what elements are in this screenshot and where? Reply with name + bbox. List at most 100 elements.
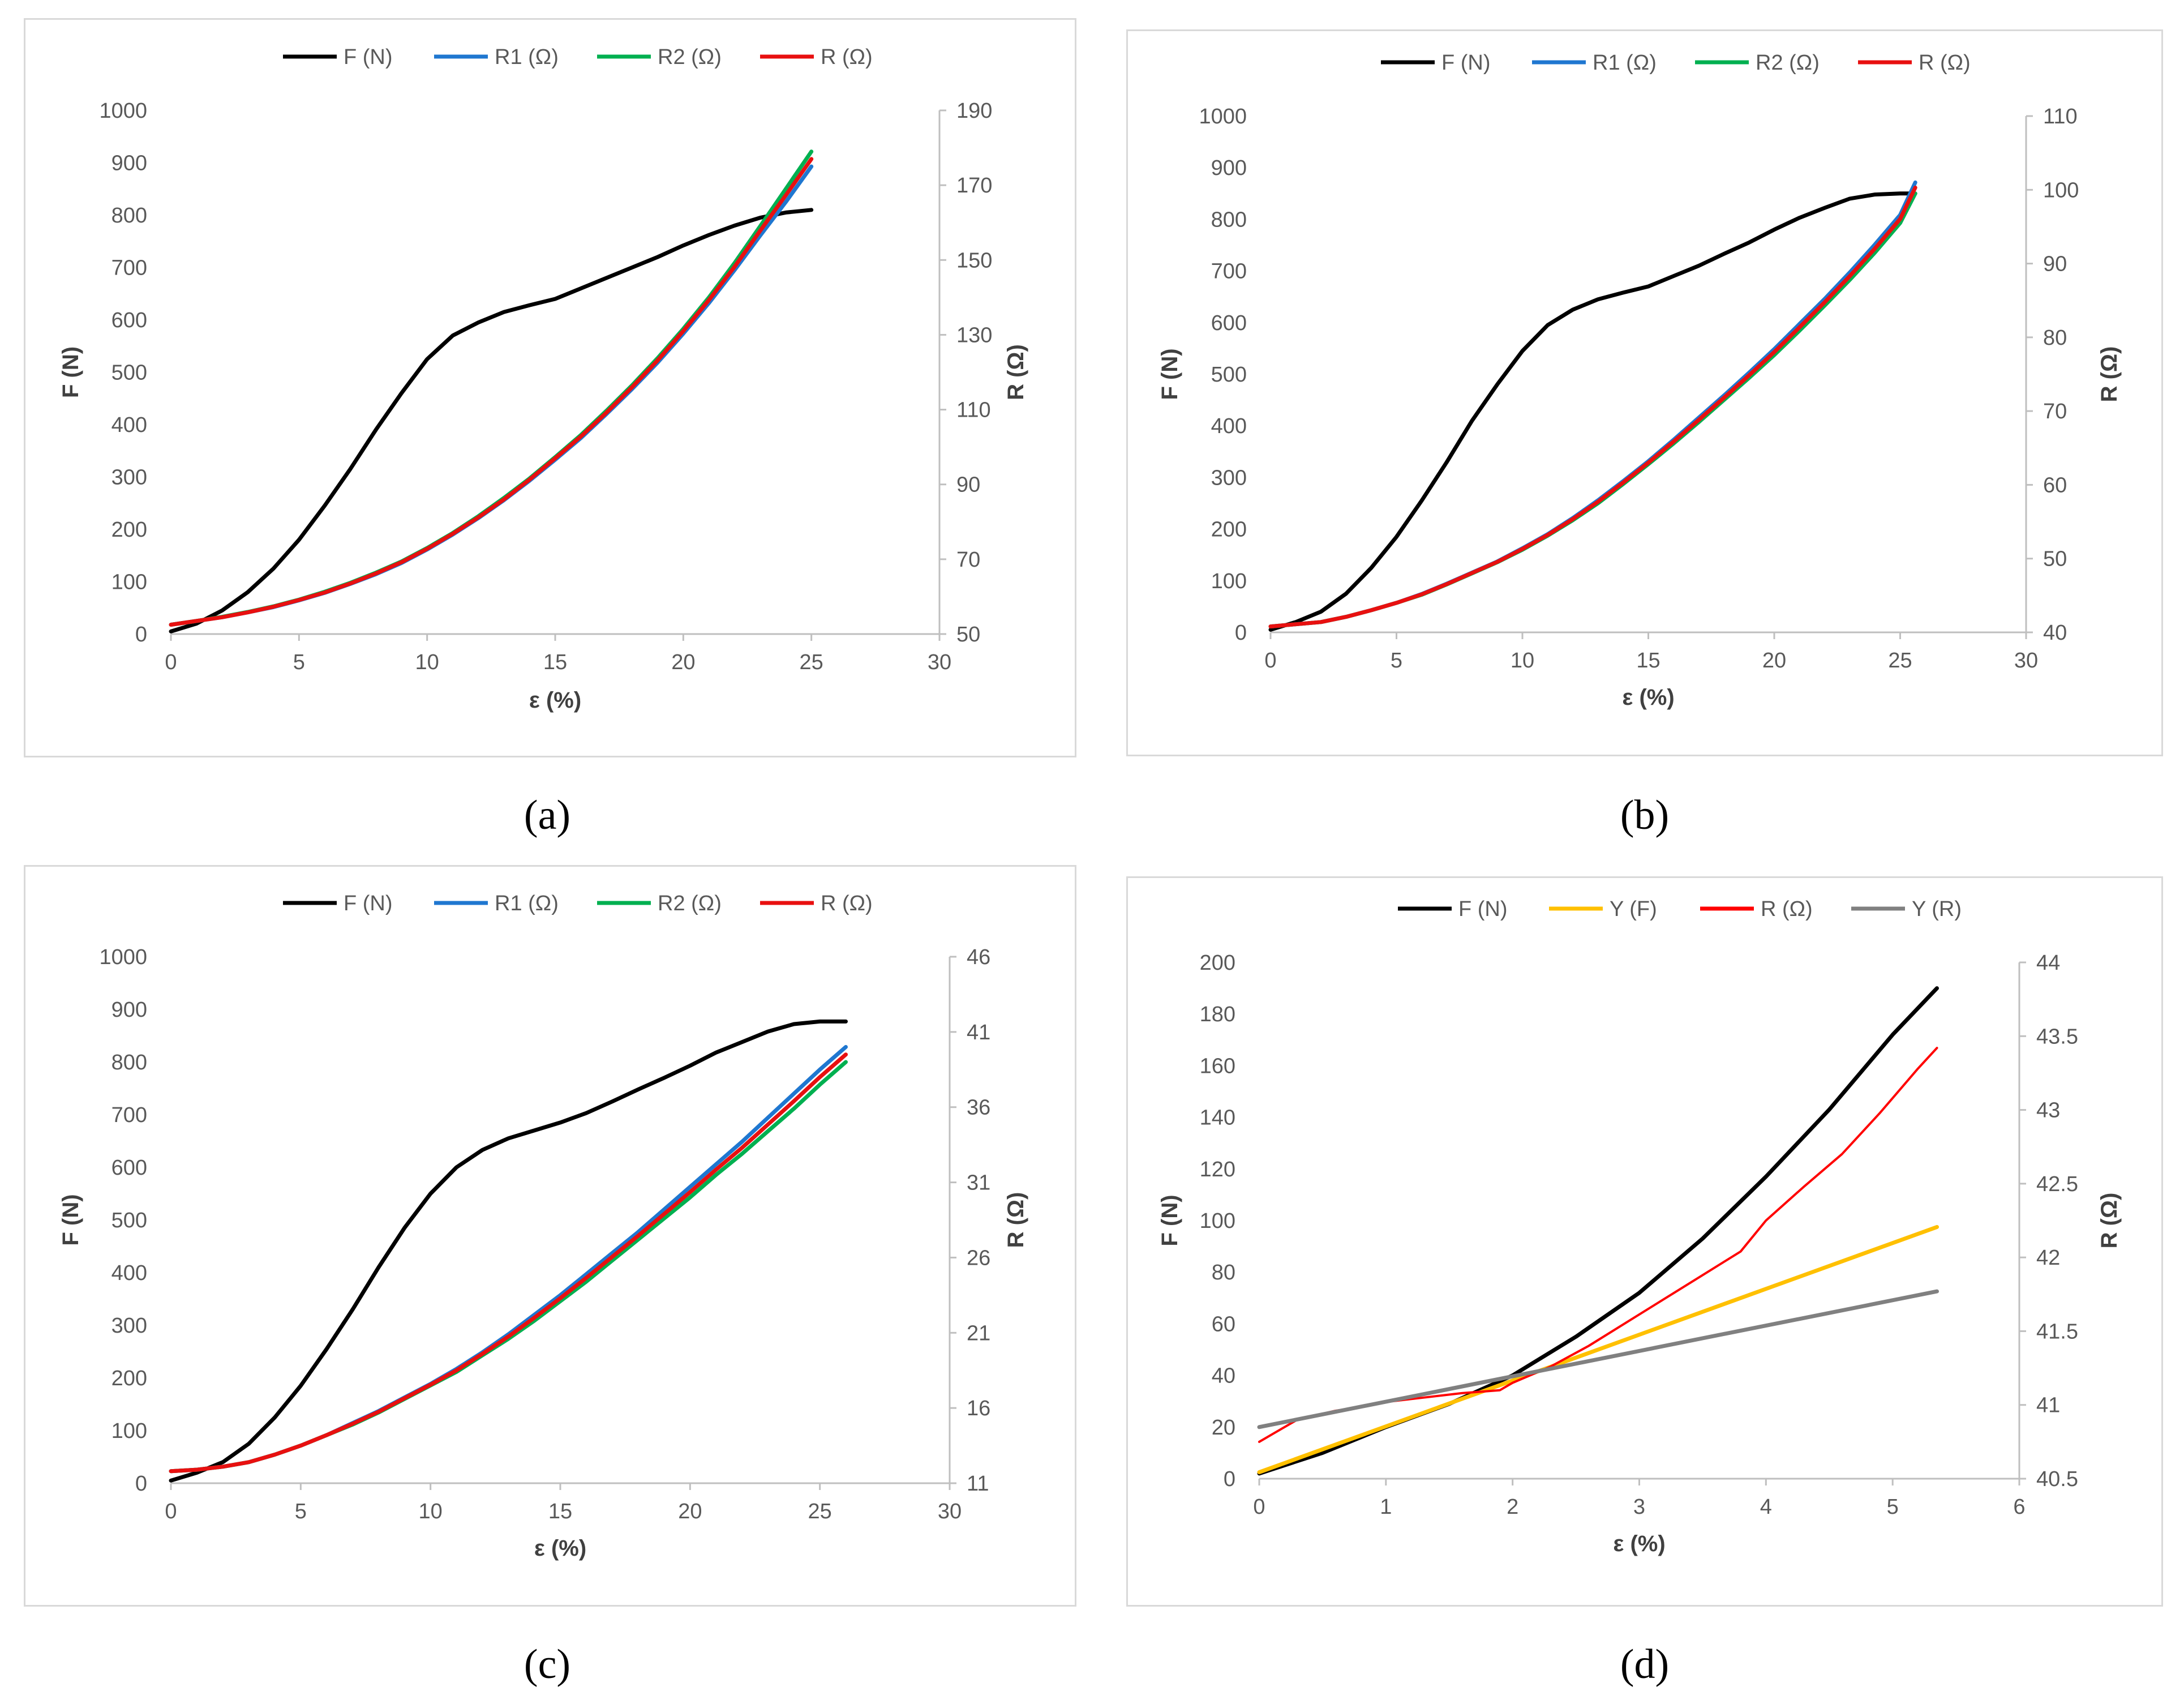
x-tick-label: 5 [1391,649,1402,673]
x-tick-label: 10 [419,1500,443,1523]
y-tick-label: 1000 [1199,105,1247,129]
y-tick-label: 900 [111,152,147,175]
panel-d-caption: (d) [1620,1641,1670,1688]
x-tick-label: 10 [415,650,439,674]
y2-tick-label: 40.5 [2036,1467,2078,1491]
x-tick-label: 15 [1636,649,1660,673]
x-tick-label: 15 [548,1500,572,1523]
series-line-r2- [1268,191,1917,629]
x-tick-label: 0 [1253,1495,1265,1519]
legend-label: R2 (Ω) [658,892,722,915]
y-tick-label: 200 [1200,951,1235,975]
x-tick-label: 5 [293,650,305,674]
y-tick-label: 100 [1211,570,1247,593]
x-tick-label: 15 [543,650,567,674]
y2-tick-label: 26 [967,1246,990,1270]
y-tick-label: 1000 [99,99,147,123]
series-line-r- [1268,185,1917,629]
y-tick-label: 0 [135,1472,147,1496]
legend-label: Y (F) [1610,897,1657,921]
y2-tick-label: 36 [967,1096,990,1120]
y-tick-label: 100 [1200,1209,1235,1233]
y2-axis-label: R (Ω) [2097,346,2122,403]
x-tick-label: 3 [1633,1495,1645,1519]
x-tick-label: 10 [1511,649,1534,673]
series-line-r1- [169,164,814,627]
legend-label: F (N) [344,892,393,915]
y-tick-label: 700 [1211,260,1247,284]
series-line-f-n- [1257,986,1939,1476]
y-tick-label: 100 [111,571,147,594]
y-tick-label: 700 [111,1103,147,1127]
x-tick-label: 20 [671,650,695,674]
y-tick-label: 600 [1211,311,1247,335]
x-tick-label: 30 [938,1500,962,1523]
y2-tick-label: 130 [956,323,992,347]
y2-axis-label: R (Ω) [1003,1192,1028,1248]
y2-tick-label: 50 [956,623,980,647]
x-tick-label: 25 [800,650,823,674]
x-tick-label: 20 [678,1500,702,1523]
x-axis-label: ε (%) [1613,1531,1665,1556]
x-tick-label: 5 [1887,1495,1899,1519]
y2-tick-label: 90 [956,473,980,497]
y2-tick-label: 110 [956,399,991,422]
x-axis-label: ε (%) [529,688,581,713]
chart-a: 0 5 10 15 20 25 300100200300400500600700800900… [58,45,1028,713]
y2-tick-label: 100 [2043,178,2079,202]
y-axis-label: F (N) [1157,348,1182,400]
x-tick-label: 0 [1264,649,1276,673]
y-tick-label: 300 [1211,466,1247,490]
legend-label: R2 (Ω) [658,45,722,69]
y-tick-label: 600 [111,1156,147,1180]
y2-tick-label: 43 [2036,1099,2060,1123]
y-tick-label: 0 [1235,621,1247,645]
series-line-f-n- [169,1019,848,1483]
x-tick-label: 4 [1760,1495,1772,1519]
y2-tick-label: 80 [2043,326,2067,350]
y2-axis-label: R (Ω) [1003,344,1028,400]
legend-label: R (Ω) [1761,897,1813,921]
series-line-f-n- [1268,191,1917,632]
y2-tick-label: 16 [967,1397,990,1420]
x-tick-label: 0 [165,1500,177,1523]
y-tick-label: 300 [111,466,147,490]
y-axis-label: F (N) [58,346,83,398]
y2-tick-label: 70 [2043,400,2067,423]
legend-label: R (Ω) [1919,51,1971,75]
y2-tick-label: 90 [2043,252,2067,276]
chart-b: 0 5 10 15 20 25 300100200300400500600700800900… [1157,51,2122,710]
y-tick-label: 800 [111,204,147,228]
y2-tick-label: 46 [967,945,990,969]
legend-label: R2 (Ω) [1756,51,1820,75]
series-line-y-f- [1257,1225,1939,1475]
panel-a-caption: (a) [524,792,571,838]
series-line-y-r- [1257,1289,1939,1429]
y-axis-label: F (N) [1157,1194,1182,1246]
y-tick-label: 900 [111,998,147,1022]
y2-tick-label: 11 [967,1472,989,1496]
panel-b-caption: (b) [1620,792,1670,838]
y2-tick-label: 40 [2043,621,2067,645]
series-line-r- [169,157,814,627]
legend-label: F (N) [344,45,393,69]
y2-tick-label: 44 [2036,951,2060,975]
y2-tick-label: 170 [956,174,992,198]
y-tick-label: 600 [111,309,147,332]
x-tick-label: 6 [2013,1495,2025,1519]
legend-label: F (N) [1441,51,1491,75]
y-axis-label: F (N) [58,1194,83,1245]
series-line-r1- [1268,180,1917,629]
y-tick-label: 100 [111,1419,147,1443]
y-tick-label: 400 [111,1261,147,1285]
y-tick-label: 200 [111,1367,147,1390]
legend-label: R1 (Ω) [495,45,559,69]
legend-label: R (Ω) [821,892,873,915]
chart-c: 0 5 10 15 20 25 300100200300400500600700800900… [58,892,1028,1561]
series-line-r2- [169,149,814,627]
y-tick-label: 200 [111,518,147,542]
x-axis-label: ε (%) [1622,685,1674,710]
y2-tick-label: 31 [967,1171,990,1195]
x-tick-label: 30 [2014,649,2038,673]
